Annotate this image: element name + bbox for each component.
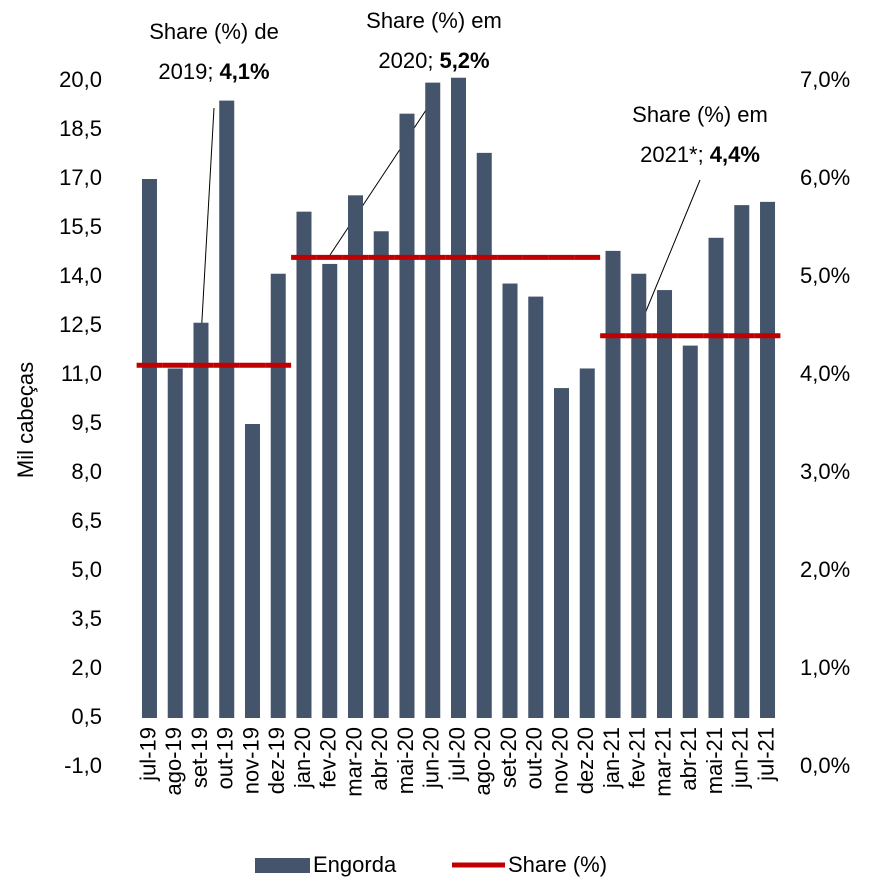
y-tick-label: 5,0 [71, 557, 102, 582]
bar [760, 201, 776, 718]
x-tick-label: ago-20 [470, 727, 495, 796]
x-tick-label: dez-20 [573, 727, 598, 794]
bar [347, 195, 363, 719]
bar [141, 179, 157, 718]
annotation-text: 2021*; [640, 142, 704, 167]
leader-line [636, 179, 701, 334]
annotation-text: 2019; [158, 59, 213, 84]
bar [554, 388, 570, 718]
x-tick-label: out-19 [213, 727, 238, 789]
bar [193, 322, 209, 718]
y2-tick-label: 3,0% [800, 459, 850, 484]
x-tick-label: set-20 [496, 727, 521, 788]
y2-tick-label: 1,0% [800, 655, 850, 680]
x-tick-label: out-20 [522, 727, 547, 789]
x-tick-label: fev-20 [316, 727, 341, 788]
x-tick-label: dez-19 [264, 727, 289, 794]
x-tick-label: nov-19 [238, 727, 263, 794]
bar [244, 424, 260, 718]
bar [708, 237, 724, 719]
bar [631, 273, 647, 718]
bar [579, 368, 595, 718]
legend-swatch [255, 858, 310, 873]
y-tick-label: 14,0 [59, 263, 102, 288]
x-tick-label: abr-21 [676, 727, 701, 791]
annotation-value: 4,1% [219, 59, 269, 84]
leader-line [329, 91, 439, 256]
x-tick-label: set-19 [187, 727, 212, 788]
y-tick-label: 11,0 [61, 361, 102, 386]
x-tick-label: jan-20 [290, 727, 315, 789]
x-tick-label: abr-20 [367, 727, 392, 791]
annotation-text: 2021*; 4,4% [640, 142, 760, 167]
y-tick-label: -1,0 [64, 753, 102, 778]
bar [476, 152, 492, 718]
bar [528, 296, 544, 718]
x-tick-label: jul-21 [753, 727, 778, 782]
bar [734, 205, 750, 719]
y2-tick-label: 4,0% [800, 361, 850, 386]
x-tick-label: fev-21 [625, 727, 650, 788]
x-tick-label: jun-20 [419, 727, 444, 789]
annotation-value: 5,2% [439, 48, 489, 73]
y-tick-label: 2,0 [71, 655, 102, 680]
leader-line [199, 107, 215, 356]
x-tick-label: jul-19 [135, 727, 160, 782]
y-tick-label: 15,5 [59, 214, 102, 239]
y-tick-label: 18,5 [59, 116, 102, 141]
bar [657, 290, 673, 718]
bar [270, 273, 286, 718]
x-tick-label: mai-20 [393, 727, 418, 794]
bar [219, 100, 235, 719]
y-tick-label: 0,5 [71, 704, 102, 729]
bar [502, 283, 518, 718]
y-tick-label: 20,0 [59, 67, 102, 92]
y2-tick-label: 0,0% [800, 753, 850, 778]
annotation-text: 2020; [378, 48, 433, 73]
x-tick-label: mai-21 [702, 727, 727, 794]
y2-tick-label: 7,0% [800, 67, 850, 92]
annotation-text: Share (%) em [366, 8, 502, 33]
bar [425, 82, 441, 719]
x-tick-label: jan-21 [599, 727, 624, 789]
y2-tick-label: 5,0% [800, 263, 850, 288]
bar [167, 368, 183, 718]
x-tick-label: jul-20 [444, 727, 469, 782]
bar [451, 77, 466, 718]
bar [322, 263, 338, 718]
y-tick-label: 6,5 [71, 508, 102, 533]
legend-label: Share (%) [508, 852, 607, 877]
x-tick-label: nov-20 [547, 727, 572, 794]
bar [373, 231, 389, 718]
bar [682, 345, 698, 718]
annotation-value: 4,4% [710, 142, 760, 167]
y-tick-label: 12,5 [59, 312, 102, 337]
y-tick-label: 3,5 [71, 606, 102, 631]
y-tick-label: 8,0 [71, 459, 102, 484]
legend-label: Engorda [313, 852, 397, 877]
annotation-text: 2019; 4,1% [158, 59, 269, 84]
bar [605, 250, 621, 718]
y2-tick-label: 2,0% [800, 557, 850, 582]
x-tick-label: jun-21 [728, 727, 753, 789]
bar [296, 211, 312, 718]
annotation-text: 2020; 5,2% [378, 48, 489, 73]
y-tick-label: 9,5 [71, 410, 102, 435]
annotation-text: Share (%) de [149, 19, 279, 44]
y-axis-title: Mil cabeças [13, 362, 38, 478]
y2-tick-label: 6,0% [800, 165, 850, 190]
y-tick-label: 17,0 [59, 165, 102, 190]
x-tick-label: mar-21 [650, 727, 675, 797]
x-tick-label: ago-19 [161, 727, 186, 796]
x-tick-label: mar-20 [341, 727, 366, 797]
annotation-text: Share (%) em [632, 102, 768, 127]
bar [399, 113, 415, 718]
